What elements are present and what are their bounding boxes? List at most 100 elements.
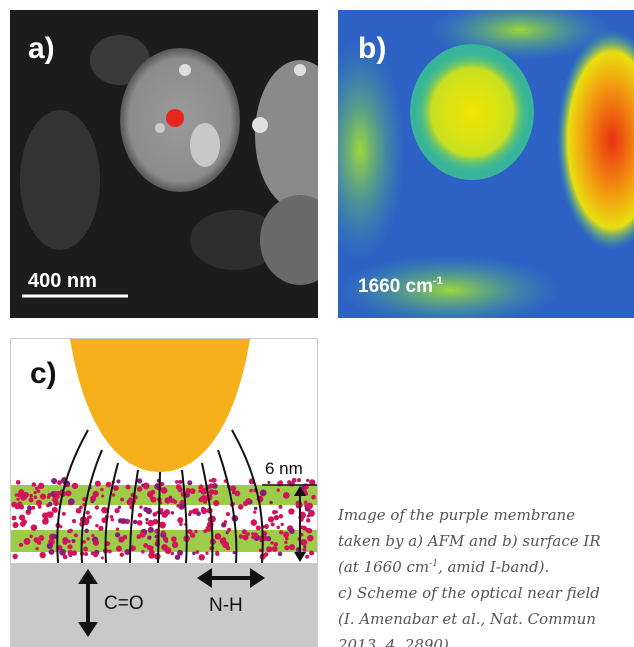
protein-dot: [39, 552, 45, 558]
protein-dot: [148, 527, 154, 533]
protein-dot: [67, 544, 72, 549]
protein-dot: [279, 530, 283, 534]
protein-dot: [16, 497, 19, 500]
protein-dot: [139, 505, 142, 508]
protein-dot: [220, 538, 226, 544]
protein-dot: [18, 505, 22, 509]
protein-dot: [239, 534, 244, 539]
protein-dot: [201, 495, 207, 501]
protein-dot: [278, 552, 283, 557]
protein-dot: [234, 491, 240, 497]
protein-dot: [95, 505, 99, 509]
protein-dot: [179, 504, 185, 510]
protein-dot: [188, 513, 191, 516]
panel-label: b): [358, 32, 386, 65]
protein-dot: [226, 512, 230, 516]
protein-dot: [16, 480, 21, 485]
protein-dot: [84, 529, 89, 534]
page: a) 400 nm b) 1660 cm-1: [0, 0, 634, 647]
protein-dot: [68, 498, 75, 505]
protein-dot: [52, 534, 57, 539]
caption-part: , amid I-band).: [438, 558, 549, 576]
protein-dot: [226, 531, 229, 534]
protein-dot: [19, 543, 23, 547]
protein-dot: [195, 508, 198, 511]
protein-dot: [113, 485, 119, 491]
protein-dot: [281, 523, 284, 526]
figure: a) 400 nm b) 1660 cm-1: [0, 0, 634, 647]
protein-dot: [101, 495, 104, 498]
wavenumber: 1660 cm: [358, 276, 433, 297]
protein-dot: [49, 549, 55, 555]
protein-dot: [95, 481, 101, 487]
protein-dot: [27, 505, 31, 509]
protein-dot: [137, 520, 141, 524]
protein-dot: [110, 515, 114, 519]
protein-dot: [114, 508, 119, 513]
protein-dot: [33, 491, 36, 494]
protein-dot: [149, 550, 155, 556]
protein-dot: [190, 533, 195, 538]
protein-dot: [12, 516, 17, 521]
protein-dot: [146, 508, 152, 514]
protein-dot: [304, 501, 307, 504]
protein-dot: [221, 522, 226, 527]
protein-dot: [101, 556, 104, 559]
protein-dot: [215, 533, 222, 540]
protein-dot: [297, 478, 301, 482]
protein-dot: [116, 527, 119, 530]
protein-dot: [194, 530, 197, 533]
protein-dot: [201, 508, 207, 514]
protein-dot: [106, 482, 112, 488]
protein-dot: [42, 518, 49, 525]
protein-dot: [153, 519, 159, 525]
protein-dot: [253, 533, 259, 539]
protein-dot: [178, 480, 182, 484]
protein-dot: [164, 497, 171, 504]
protein-dot: [256, 525, 261, 530]
protein-dot: [242, 529, 247, 534]
protein-dot: [93, 491, 99, 497]
protein-dot: [170, 498, 175, 503]
caption-line: 2013, 4, 2890): [337, 636, 449, 647]
protein-dot: [271, 522, 275, 526]
protein-dot: [245, 499, 248, 502]
protein-dot: [46, 512, 51, 517]
protein-dot: [284, 545, 289, 550]
protein-dot: [161, 487, 168, 494]
protein-dot: [306, 518, 310, 522]
protein-dot: [141, 484, 144, 487]
protein-dot: [72, 483, 78, 489]
protein-dot: [253, 510, 256, 513]
protein-dot: [177, 550, 183, 556]
protein-dot: [31, 524, 37, 530]
protein-dot: [72, 519, 76, 523]
protein-dot: [86, 537, 89, 540]
protein-dot: [65, 490, 71, 496]
protein-dot: [175, 480, 179, 484]
protein-dot: [153, 512, 158, 517]
protein-dot: [59, 549, 66, 556]
protein-dot: [278, 505, 282, 509]
protein-dot: [277, 488, 280, 491]
protein-dot: [29, 498, 34, 503]
protein-dot: [55, 494, 60, 499]
protein-dot: [29, 535, 32, 538]
protein-dot: [38, 535, 44, 541]
protein-dot: [47, 495, 50, 498]
protein-dot: [171, 552, 174, 555]
protein-dot: [120, 518, 126, 524]
caption-line: Image of the purple membrane: [337, 506, 575, 524]
protein-dot: [68, 529, 72, 533]
protein-dot: [264, 552, 269, 557]
protein-dot: [307, 514, 310, 517]
protein-dot: [83, 547, 88, 552]
caption-sup: -1: [429, 559, 438, 569]
protein-dot: [147, 491, 153, 497]
protein-dot: [192, 552, 195, 555]
wavenumber-sup: -1: [433, 275, 443, 287]
ir-image: b) 1660 cm-1: [315, 0, 634, 325]
protein-dot: [147, 545, 152, 550]
protein-dot: [90, 499, 94, 503]
protein-dot: [302, 548, 306, 552]
